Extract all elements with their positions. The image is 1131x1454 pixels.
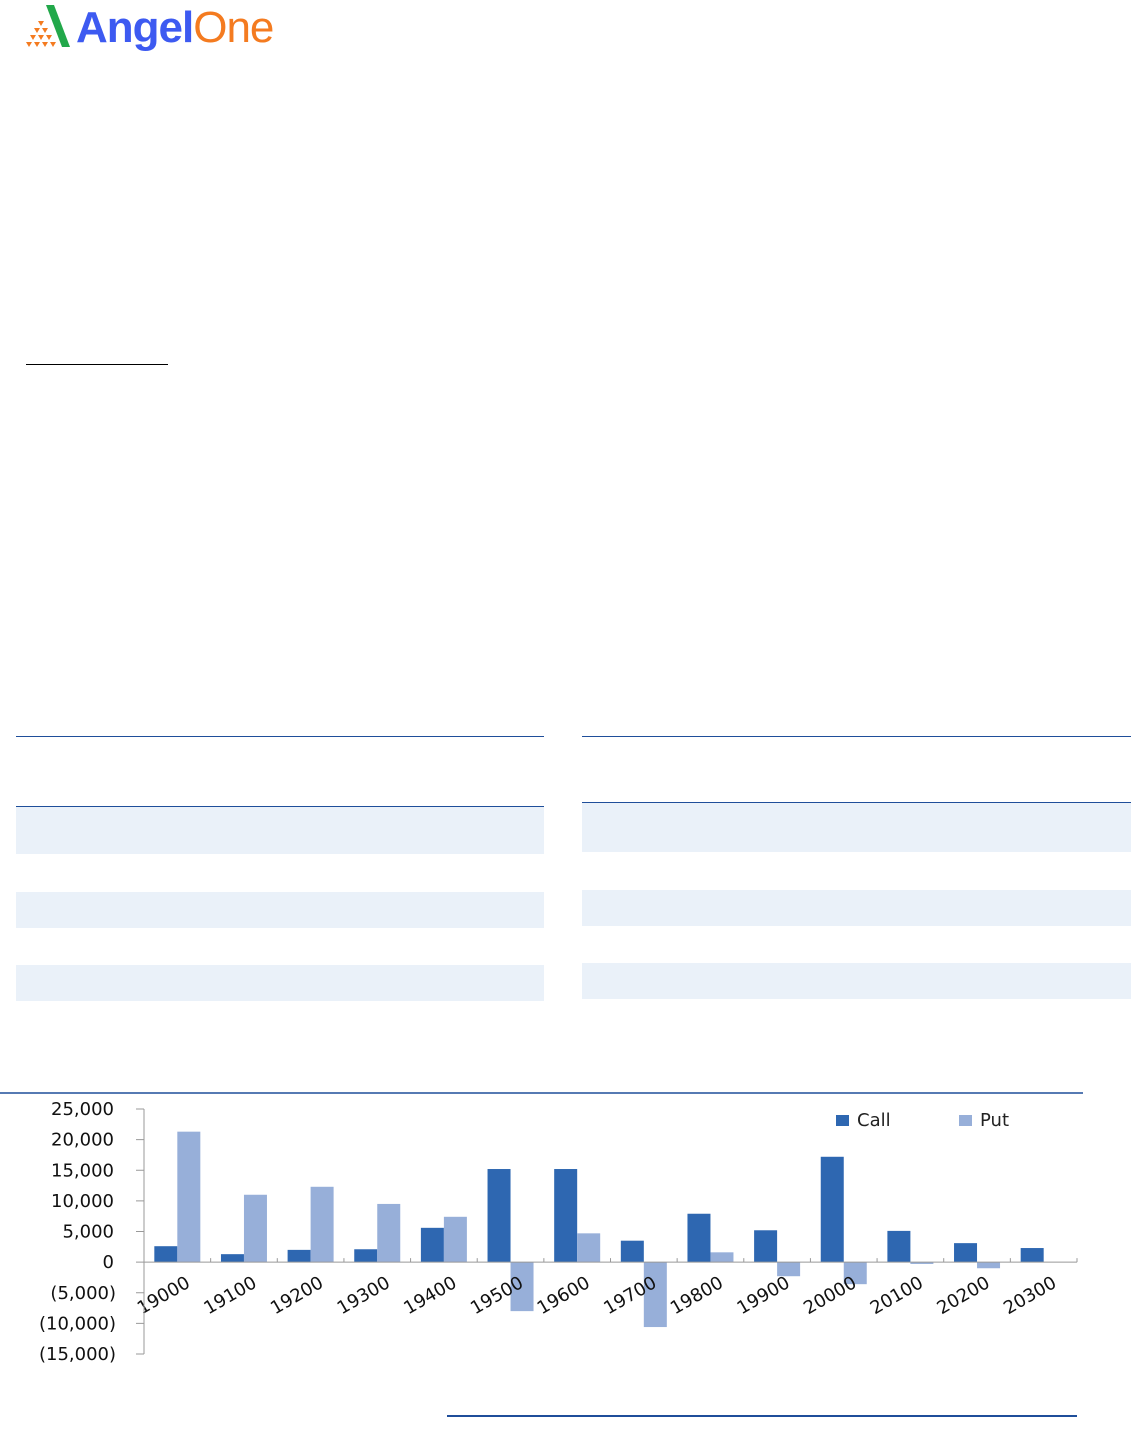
bar-put-19500 [510, 1262, 534, 1312]
left-table-top-rule [16, 736, 544, 737]
right-table-row [582, 803, 1131, 852]
bar-call-20000 [820, 1156, 844, 1263]
bar-call-19800 [687, 1213, 711, 1263]
y-tick-label: 10,000 [51, 1191, 114, 1212]
y-tick-label: 25,000 [51, 1099, 114, 1120]
right-table-row [582, 890, 1131, 926]
section-underline [26, 364, 168, 365]
x-tick-label: 19100 [200, 1272, 260, 1319]
x-tick-label: 20100 [867, 1272, 927, 1319]
x-tick-label: 19900 [734, 1272, 794, 1319]
left-table-row [16, 892, 544, 928]
x-tick-label: 20200 [933, 1272, 993, 1319]
x-tick-label: 19200 [267, 1272, 327, 1319]
legend-swatch-put [959, 1115, 972, 1126]
bar-put-19900 [777, 1262, 801, 1277]
bar-call-19200 [287, 1249, 311, 1263]
bar-put-20000 [843, 1262, 867, 1285]
x-tick-label: 19800 [667, 1272, 727, 1319]
bar-put-19700 [643, 1262, 667, 1328]
legend-swatch-call [836, 1115, 849, 1126]
y-tick-label: 5,000 [62, 1222, 114, 1243]
x-tick-label: 20000 [800, 1272, 860, 1319]
right-table-header-rule [582, 802, 1131, 803]
x-tick-label: 19600 [534, 1272, 594, 1319]
legend-label-call: Call [857, 1110, 891, 1131]
logo-mark-icon [26, 5, 70, 47]
bar-call-20300 [1020, 1248, 1044, 1263]
bar-call-19100 [220, 1254, 244, 1263]
bar-put-19800 [710, 1252, 734, 1263]
bar-put-19200 [310, 1186, 334, 1263]
bar-put-20100 [910, 1262, 934, 1264]
bar-put-19400 [443, 1216, 467, 1263]
bar-call-19900 [754, 1230, 778, 1263]
bar-call-19400 [420, 1227, 444, 1263]
bar-call-19600 [554, 1169, 578, 1263]
bar-call-19000 [154, 1246, 178, 1263]
y-tick-label: 15,000 [51, 1160, 114, 1181]
x-tick-label: 19400 [400, 1272, 460, 1319]
bar-put-19100 [243, 1194, 267, 1263]
bar-call-19700 [620, 1240, 644, 1263]
legend: Call Put [836, 1110, 1009, 1131]
y-tick-label: 0 [103, 1252, 114, 1273]
y-tick-label: (5,000) [50, 1283, 116, 1304]
right-table-top-rule [582, 736, 1131, 737]
bar-put-19600 [577, 1233, 601, 1263]
y-tick-label: (10,000) [39, 1313, 116, 1334]
bar-put-20200 [977, 1262, 1001, 1269]
bar-call-20200 [954, 1243, 978, 1263]
angel-one-logo: AngelOne [16, 2, 274, 54]
bar-put-19000 [177, 1131, 201, 1263]
bar-call-19500 [487, 1169, 511, 1263]
y-tick-label: (15,000) [39, 1344, 116, 1365]
x-tick-label: 20300 [1000, 1272, 1060, 1319]
legend-label-put: Put [980, 1110, 1009, 1131]
call-put-oi-change-chart: 19000 19100 19200 19300 19400 19500 19600 19700… [0, 1092, 1083, 1417]
bar-put-19300 [377, 1203, 401, 1263]
x-tick-label: 19000 [134, 1272, 194, 1319]
x-tick-label: 19300 [334, 1272, 394, 1319]
right-table-row [582, 963, 1131, 999]
left-table-row [16, 965, 544, 1001]
y-tick-label: 20,000 [51, 1130, 114, 1151]
left-table-header-rule [16, 806, 544, 807]
bar-call-19300 [354, 1249, 378, 1263]
left-table-row [16, 807, 544, 854]
bar-call-20100 [887, 1230, 911, 1263]
